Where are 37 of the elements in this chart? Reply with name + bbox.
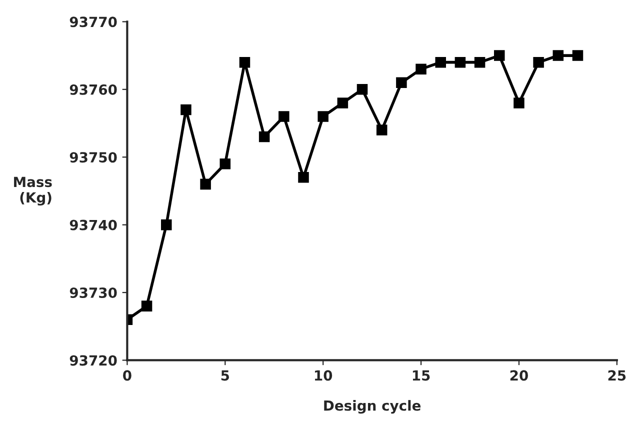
y-tick-label: 93770 [70, 16, 117, 28]
point [298, 172, 309, 183]
point [514, 98, 524, 108]
point [160, 219, 172, 230]
x-tick-label: 15 [412, 370, 430, 381]
point [220, 158, 231, 170]
point [258, 131, 270, 142]
point [454, 56, 466, 68]
point [376, 124, 388, 136]
point [572, 50, 584, 61]
y-tick-label: 93750 [70, 152, 117, 163]
y-tick-label: 93740 [70, 220, 117, 230]
point [552, 50, 564, 61]
point [278, 111, 290, 122]
point [494, 50, 505, 61]
point [416, 64, 426, 74]
y-axis-title: Mass (Kg) [14, 176, 52, 206]
x-tick-label: 0 [123, 370, 132, 381]
point [356, 84, 368, 95]
point [180, 104, 192, 116]
x-tick-label: 20 [510, 370, 528, 381]
point [239, 56, 250, 68]
x-tick-label: 10 [314, 370, 332, 381]
point [200, 178, 211, 190]
x-tick-label: 5 [221, 370, 230, 381]
point [337, 98, 348, 108]
point [396, 77, 407, 88]
point [435, 56, 446, 68]
point [533, 56, 544, 68]
point [141, 300, 152, 312]
y-tick-label: 93760 [70, 84, 117, 95]
x-axis-title: Design cycle [324, 400, 421, 414]
point [474, 56, 486, 68]
y-tick-label: 93720 [70, 355, 117, 366]
x-tick-label: 25 [608, 370, 626, 381]
point [318, 111, 328, 122]
y-tick-label: 93730 [70, 287, 117, 298]
